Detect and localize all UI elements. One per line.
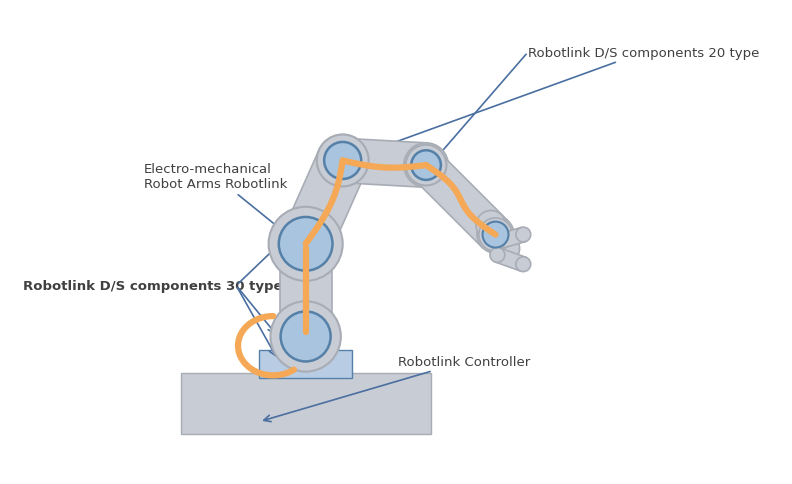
Circle shape xyxy=(476,211,506,241)
Circle shape xyxy=(479,218,512,252)
Circle shape xyxy=(408,147,444,184)
Circle shape xyxy=(268,207,343,281)
Circle shape xyxy=(490,235,505,250)
Polygon shape xyxy=(282,151,367,255)
Circle shape xyxy=(516,257,531,272)
Circle shape xyxy=(280,311,332,363)
Circle shape xyxy=(516,227,531,242)
Text: Robotlink D/S components 30 type: Robotlink D/S components 30 type xyxy=(23,279,283,292)
Polygon shape xyxy=(413,152,508,248)
Circle shape xyxy=(279,217,333,271)
Polygon shape xyxy=(478,218,517,257)
Circle shape xyxy=(317,135,368,187)
Circle shape xyxy=(317,135,368,187)
Bar xyxy=(181,374,431,434)
Circle shape xyxy=(490,248,505,263)
Text: Robotlink Controller: Robotlink Controller xyxy=(264,355,531,422)
Circle shape xyxy=(321,139,365,183)
Circle shape xyxy=(477,216,514,254)
Bar xyxy=(259,350,352,378)
Circle shape xyxy=(324,143,361,180)
Polygon shape xyxy=(495,248,526,272)
Circle shape xyxy=(490,234,520,264)
Circle shape xyxy=(280,218,332,270)
Circle shape xyxy=(280,218,332,270)
Circle shape xyxy=(404,144,448,188)
Polygon shape xyxy=(280,244,332,337)
Text: Robotlink D/S components 20 type: Robotlink D/S components 20 type xyxy=(349,46,760,160)
Circle shape xyxy=(406,145,447,186)
Text: Electro-mechanical
Robot Arms Robotlink: Electro-mechanical Robot Arms Robotlink xyxy=(143,163,307,251)
Circle shape xyxy=(270,302,341,372)
Polygon shape xyxy=(341,139,427,188)
Circle shape xyxy=(280,312,330,362)
Circle shape xyxy=(411,151,441,181)
Circle shape xyxy=(482,222,508,248)
Polygon shape xyxy=(495,228,525,250)
